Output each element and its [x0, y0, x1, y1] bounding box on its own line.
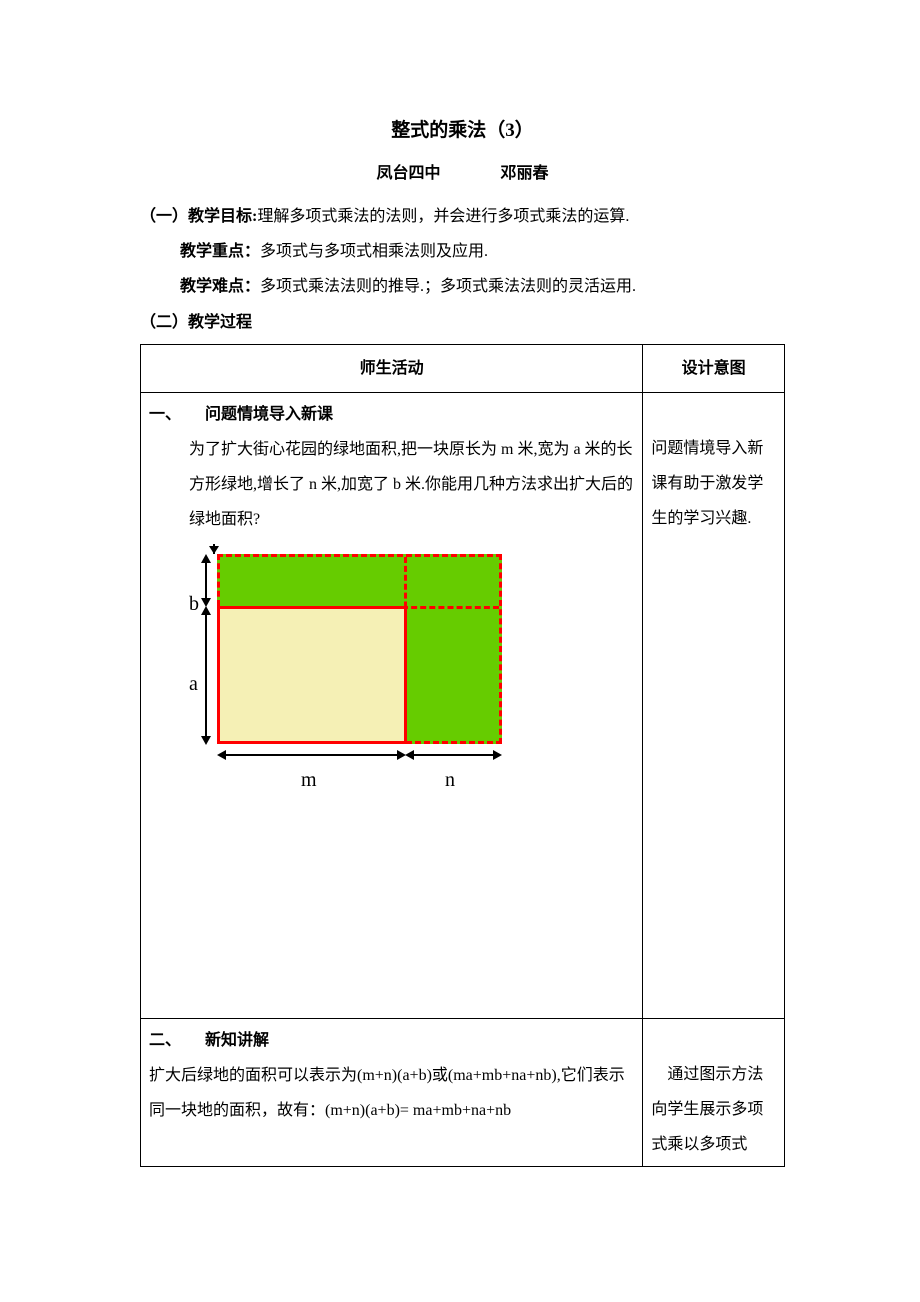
- keypoint-line: 教学重点：多项式与多项式相乘法则及应用.: [180, 234, 785, 269]
- dim-n: [413, 754, 495, 756]
- th-intent: 设计意图: [643, 344, 785, 392]
- difficulty-line: 教学难点：多项式乘法法则的推导.；多项式乘法法则的灵活运用.: [180, 269, 785, 304]
- row1-section: 一、 问题情境导入新课: [149, 397, 634, 432]
- difficulty-label: 教学难点：: [180, 278, 260, 295]
- row1-activity: 一、 问题情境导入新课 为了扩大街心花园的绿地面积,把一块原长为 m 米,宽为 …: [141, 392, 643, 1018]
- label-n: n: [445, 758, 455, 802]
- objective-line: （一）教学目标:理解多项式乘法的法则，并会进行多项式乘法的运算.: [140, 199, 785, 234]
- label-a: a: [189, 662, 198, 706]
- label-m: m: [301, 758, 317, 802]
- row1-intent-text: 问题情境导入新课有助于激发学生的学习兴趣.: [651, 431, 776, 537]
- row1-question: 为了扩大街心花园的绿地面积,把一块原长为 m 米,宽为 a 米的长方形绿地,增长…: [189, 432, 634, 538]
- keypoint-text: 多项式与多项式相乘法则及应用.: [260, 243, 488, 260]
- row2-intent-text: 通过图示方法向学生展示多项式乘以多项式: [651, 1057, 776, 1163]
- tick-top-arrow: [209, 546, 219, 554]
- objective-text: 理解多项式乘法的法则，并会进行多项式乘法的运算.: [257, 208, 629, 225]
- subtitle: 凤台四中 邓丽春: [140, 156, 785, 191]
- dim-a-arrow-bot: [201, 736, 211, 745]
- row2-text: 扩大后绿地的面积可以表示为(m+n)(a+b)或(ma+mb+na+nb),它们…: [149, 1058, 634, 1128]
- dim-a-arrow-top: [201, 606, 211, 615]
- dim-a: [205, 612, 207, 738]
- dim-b: [205, 562, 207, 600]
- dim-m-arrow-left: [217, 750, 226, 760]
- dim-n-arrow-right: [493, 750, 502, 760]
- lesson-table: 师生活动 设计意图 一、 问题情境导入新课 为了扩大街心花园的绿地面积,把一块原…: [140, 344, 785, 1168]
- dim-b-arrow-top: [201, 554, 211, 563]
- process-label: （二）教学过程: [140, 305, 785, 340]
- page-title: 整式的乘法（3）: [140, 110, 785, 152]
- th-activity: 师生活动: [141, 344, 643, 392]
- dim-n-arrow-left: [405, 750, 414, 760]
- objective-label: （一）教学目标:: [140, 208, 257, 225]
- author-name: 邓丽春: [501, 165, 549, 182]
- label-b: b: [189, 582, 199, 626]
- inner-rect: [217, 606, 407, 744]
- row2-section: 二、 新知讲解: [149, 1023, 634, 1058]
- keypoint-label: 教学重点：: [180, 243, 260, 260]
- row2-activity: 二、 新知讲解 扩大后绿地的面积可以表示为(m+n)(a+b)或(ma+mb+n…: [141, 1018, 643, 1167]
- row1-intent: 问题情境导入新课有助于激发学生的学习兴趣.: [643, 392, 785, 1018]
- school-name: 凤台四中: [376, 165, 440, 182]
- difficulty-text: 多项式乘法法则的推导.；多项式乘法法则的灵活运用.: [260, 278, 636, 295]
- row2-intent: 通过图示方法向学生展示多项式乘以多项式: [643, 1018, 785, 1167]
- dim-m: [225, 754, 399, 756]
- area-diagram: b a m n: [183, 544, 523, 804]
